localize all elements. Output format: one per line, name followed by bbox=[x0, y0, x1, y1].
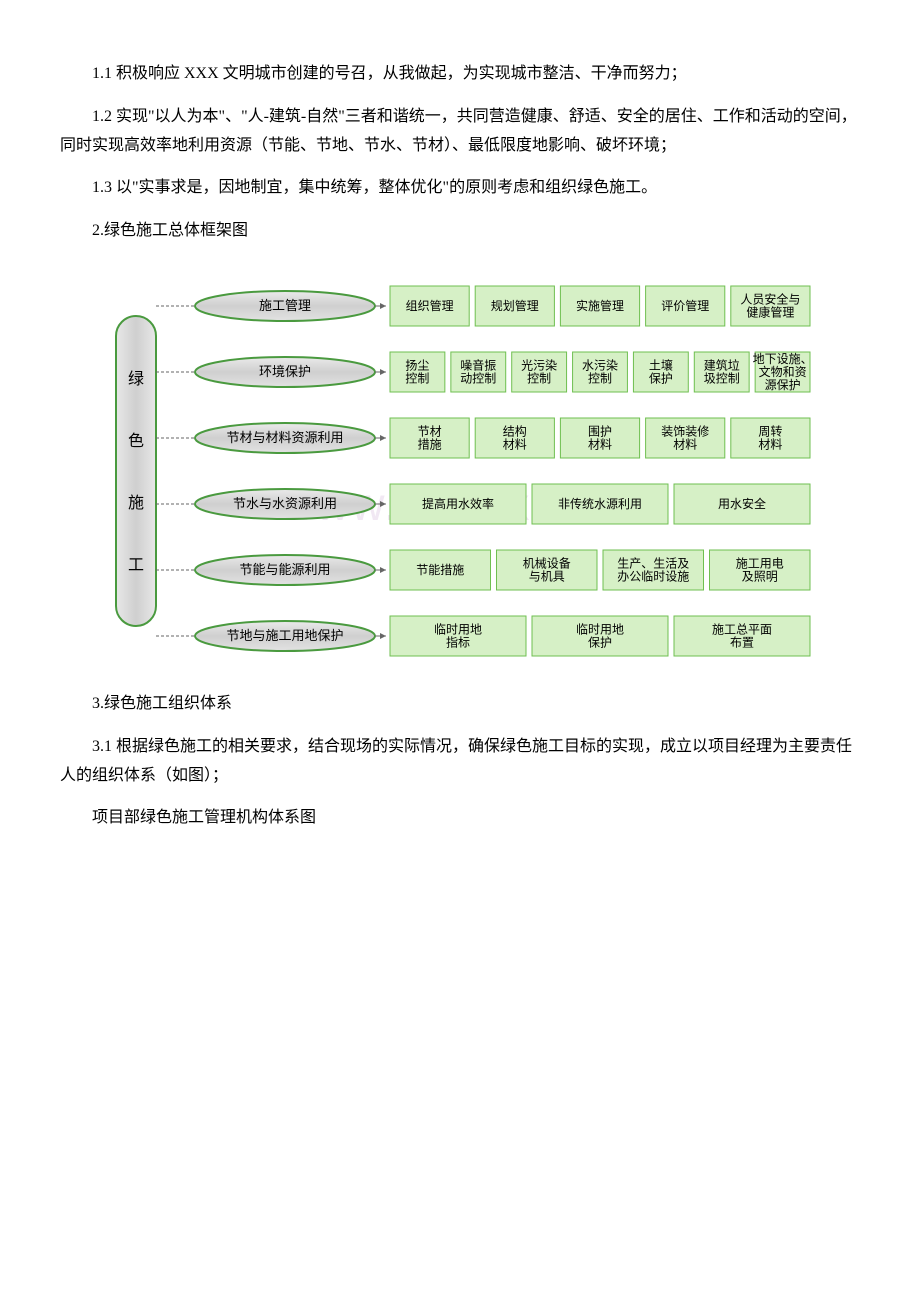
svg-text:动控制: 动控制 bbox=[460, 371, 496, 385]
svg-text:控制: 控制 bbox=[588, 371, 612, 385]
svg-text:材料: 材料 bbox=[673, 437, 697, 451]
svg-text:评价管理: 评价管理 bbox=[661, 298, 709, 313]
svg-text:绿: 绿 bbox=[128, 370, 144, 388]
para-3: 3.绿色施工组织体系 bbox=[60, 690, 860, 719]
svg-text:节材与材料资源利用: 节材与材料资源利用 bbox=[226, 430, 343, 445]
svg-text:圾控制: 圾控制 bbox=[704, 371, 740, 385]
svg-text:组织管理: 组织管理 bbox=[406, 298, 454, 313]
svg-text:提高用水效率: 提高用水效率 bbox=[422, 496, 494, 511]
svg-text:施工管理: 施工管理 bbox=[259, 298, 311, 313]
svg-text:色: 色 bbox=[128, 432, 144, 450]
svg-text:节水与水资源利用: 节水与水资源利用 bbox=[233, 496, 337, 511]
svg-text:环境保护: 环境保护 bbox=[259, 364, 311, 379]
para-1-1: 1.1 积极响应 XXX 文明城市创建的号召，从我做起，为实现城市整洁、干净而努… bbox=[60, 60, 860, 89]
svg-text:施: 施 bbox=[128, 494, 144, 512]
svg-text:机械设备: 机械设备 bbox=[523, 555, 571, 570]
svg-text:源保护: 源保护 bbox=[765, 378, 801, 392]
svg-text:水污染: 水污染 bbox=[582, 357, 618, 372]
svg-text:办公临时设施: 办公临时设施 bbox=[617, 568, 689, 583]
svg-text:用水安全: 用水安全 bbox=[718, 496, 766, 511]
svg-text:控制: 控制 bbox=[527, 371, 551, 385]
svg-text:节材: 节材 bbox=[418, 424, 442, 438]
svg-text:指标: 指标 bbox=[446, 634, 470, 649]
svg-text:非传统水源利用: 非传统水源利用 bbox=[558, 496, 642, 511]
svg-text:噪音振: 噪音振 bbox=[460, 357, 496, 372]
para-1-2: 1.2 实现"以人为本"、"人-建筑-自然"三者和谐统一，共同营造健康、舒适、安… bbox=[60, 103, 860, 161]
svg-text:布置: 布置 bbox=[730, 635, 754, 649]
svg-text:实施管理: 实施管理 bbox=[576, 298, 624, 313]
svg-text:装饰装修: 装饰装修 bbox=[661, 423, 709, 438]
svg-text:节能措施: 节能措施 bbox=[416, 563, 464, 577]
svg-text:材料: 材料 bbox=[588, 437, 612, 451]
svg-text:周转: 周转 bbox=[758, 423, 782, 438]
svg-text:施工用电: 施工用电 bbox=[736, 556, 784, 570]
svg-text:与机具: 与机具 bbox=[529, 569, 565, 583]
svg-text:结构: 结构 bbox=[503, 423, 527, 438]
svg-text:人员安全与: 人员安全与 bbox=[740, 291, 800, 306]
svg-text:及照明: 及照明 bbox=[742, 569, 778, 583]
para-3-caption: 项目部绿色施工管理机构体系图 bbox=[60, 804, 860, 833]
svg-text:扬尘: 扬尘 bbox=[405, 357, 429, 372]
svg-text:文物和资: 文物和资 bbox=[759, 364, 807, 379]
para-1-3: 1.3 以"实事求是，因地制宜，集中统筹，整体优化"的原则考虑和组织绿色施工。 bbox=[60, 174, 860, 203]
svg-text:规划管理: 规划管理 bbox=[491, 298, 539, 313]
svg-text:材料: 材料 bbox=[503, 437, 527, 451]
svg-text:建筑垃: 建筑垃 bbox=[704, 357, 740, 372]
svg-text:围护: 围护 bbox=[588, 424, 612, 438]
svg-text:光污染: 光污染 bbox=[521, 357, 557, 372]
para-2: 2.绿色施工总体框架图 bbox=[60, 217, 860, 246]
svg-text:控制: 控制 bbox=[405, 371, 429, 385]
framework-diagram: www.bdocx.com绿色施工施工管理组织管理规划管理实施管理评价管理人员安… bbox=[100, 260, 820, 680]
svg-text:工: 工 bbox=[128, 557, 144, 574]
svg-text:临时用地: 临时用地 bbox=[576, 622, 624, 636]
para-3-1: 3.1 根据绿色施工的相关要求，结合现场的实际情况，确保绿色施工目标的实现，成立… bbox=[60, 733, 860, 791]
svg-text:临时用地: 临时用地 bbox=[434, 622, 482, 636]
svg-text:材料: 材料 bbox=[758, 437, 782, 451]
svg-text:节地与施工用地保护: 节地与施工用地保护 bbox=[226, 628, 343, 643]
svg-text:保护: 保护 bbox=[588, 635, 612, 649]
svg-text:地下设施、: 地下设施、 bbox=[753, 352, 813, 366]
svg-text:施工总平面: 施工总平面 bbox=[712, 622, 772, 636]
svg-text:节能与能源利用: 节能与能源利用 bbox=[239, 562, 330, 577]
svg-text:生产、生活及: 生产、生活及 bbox=[617, 556, 689, 570]
svg-text:土壤: 土壤 bbox=[649, 357, 673, 372]
svg-text:措施: 措施 bbox=[418, 437, 442, 451]
svg-text:保护: 保护 bbox=[649, 371, 673, 385]
svg-text:健康管理: 健康管理 bbox=[746, 304, 794, 319]
